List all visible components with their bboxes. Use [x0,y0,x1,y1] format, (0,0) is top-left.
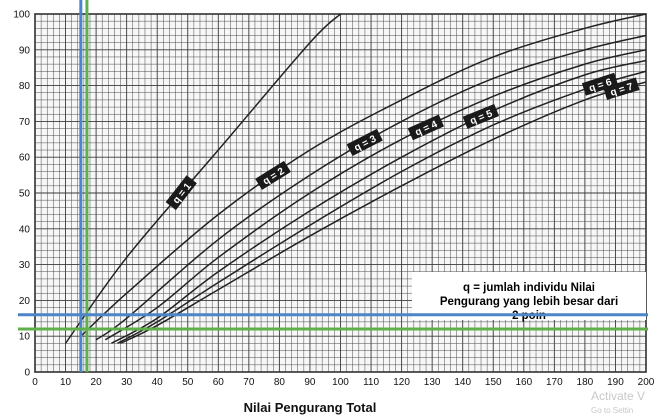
x-tick-label: 160 [515,377,532,388]
series-line-q5 [111,59,647,345]
series-label-bg [603,77,640,100]
x-tick-label: 50 [182,377,194,388]
x-tick-label: 0 [32,377,38,388]
y-tick-label: 50 [19,189,31,200]
series-label-bg [407,114,445,141]
y-tick-labels: 0 10 20 30 40 50 60 70 80 90 100 [13,10,30,379]
x-tick-label: 170 [546,377,563,388]
y-tick-label: 30 [19,260,31,271]
x-tick-label: 70 [243,377,255,388]
x-tick-label: 100 [332,377,349,388]
series-line-q4 [104,49,647,341]
x-tick-label: 150 [485,377,502,388]
y-tick-label: 70 [19,117,31,128]
x-tick-label: 130 [424,377,441,388]
x-tick-label: 110 [363,377,379,388]
x-tick-label: 30 [121,377,133,388]
x-tick-label: 40 [152,377,164,388]
y-tick-label: 60 [19,153,31,164]
series-line-q7 [120,81,647,345]
note-line-2: Pengurang yang lebih besar dari [440,296,618,308]
y-tick-label: 100 [13,10,30,21]
reference-lines [18,0,648,372]
x-tick-label: 120 [393,377,410,388]
series-label-bg [165,175,197,211]
series-label-bg [346,128,383,156]
watermark-line-2: Go to Settin [591,406,633,415]
y-tick-label: 40 [19,224,31,235]
x-tick-label: 90 [304,377,316,388]
series-line-q1 [64,13,342,344]
x-tick-label: 10 [60,377,72,388]
note-box [412,272,646,320]
series-label-bg [462,104,500,129]
y-tick-label: 10 [19,332,31,343]
x-axis-label: Nilai Pengurang Total [244,400,377,415]
x-tick-labels: 0 10 20 30 40 50 60 70 80 90 100 110 120 130 140 150 160… [32,377,655,388]
x-tick-label: 140 [454,377,471,388]
note-line-1: q = jumlah individu Nilai [463,282,595,294]
y-tick-label: 80 [19,81,31,92]
x-tick-label: 80 [274,377,286,388]
x-tick-label: 180 [577,377,594,388]
series-line-q2 [80,13,647,337]
x-tick-label: 200 [638,377,655,388]
series-line-q6 [117,70,647,345]
x-tick-label: 190 [607,377,624,388]
curves [64,13,647,345]
x-tick-label: 60 [213,377,225,388]
x-tick-label: 20 [91,377,103,388]
watermark-line-1: Activate V [591,389,645,403]
y-tick-label: 20 [19,296,31,307]
series-label-bg [255,160,291,190]
y-tick-label: 0 [24,368,30,379]
series-label-bg [581,72,619,96]
y-tick-label: 90 [19,45,31,56]
